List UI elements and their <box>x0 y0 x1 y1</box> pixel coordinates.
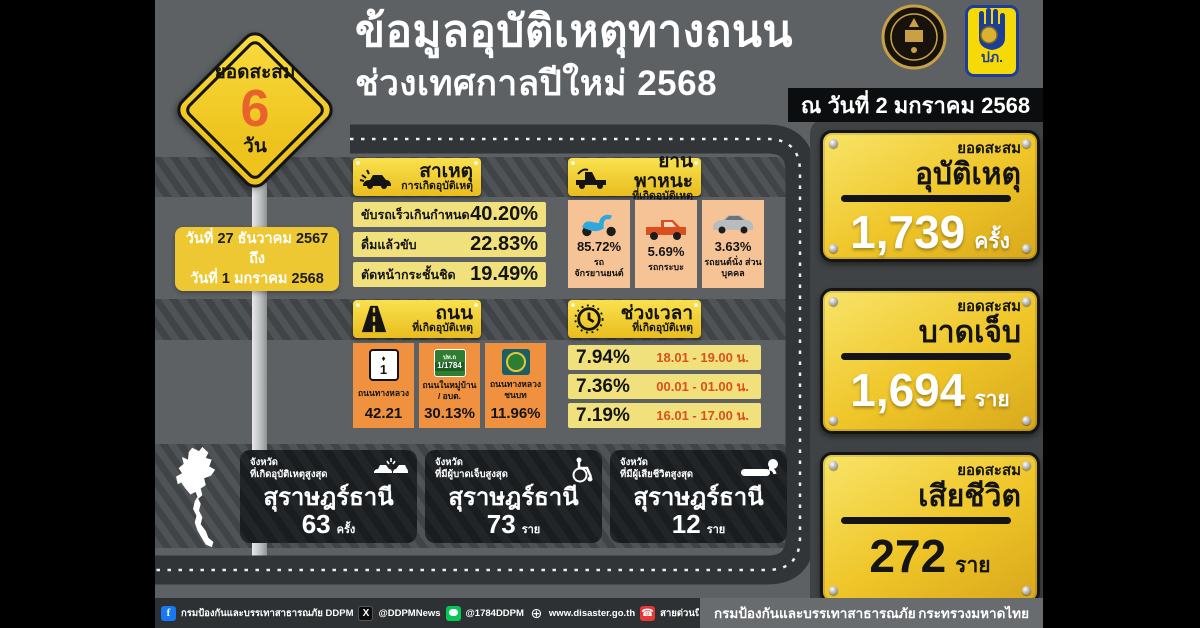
road-card: ♦ 1 ถนนทางหลวง 42.21 <box>353 343 414 428</box>
hand-icon <box>979 8 1005 50</box>
roads-subtitle: ที่เกิดอุบัติเหตุ <box>412 322 473 335</box>
causes-subtitle: การเกิดอุบัติเหตุ <box>401 180 473 193</box>
cause-row: ดื่มแล้วขับ 22.83% <box>353 232 546 257</box>
x-icon: X <box>358 605 374 621</box>
road-icon <box>361 305 387 333</box>
facebook-handle: กรมป้องกันและบรรเทาสาธารณภัย DDPM <box>181 607 354 619</box>
casualty-icon <box>739 457 779 484</box>
motorcycle-icon <box>582 214 616 236</box>
total-accidents-value: 1,739 <box>850 206 966 259</box>
ministry-name: กระทรวงมหาดไทย <box>918 606 1029 621</box>
tow-truck-icon <box>576 168 606 189</box>
cause-row: ขับรถเร็วเกินกำหนด 40.20% <box>353 202 546 227</box>
time-row: 7.36% 00.01 - 01.00 น. <box>568 374 761 399</box>
hotline-number: สายด่วนนิรภัย 1784 <box>660 607 699 619</box>
footer-social-row: f กรมป้องกันและบรรเทาสาธารณภัย DDPM X @D… <box>161 598 699 628</box>
vehicle-card: 3.63% รถยนต์นั่ง ส่วนบุคคล <box>702 200 764 288</box>
time-subtitle: ที่เกิดอุบัติเหตุ <box>632 322 693 335</box>
agency-name: กรมป้องกันและบรรเทาสาธารณภัย <box>714 606 916 621</box>
sign-label: ยอดสะสม <box>214 61 296 83</box>
crash-car-icon <box>359 169 391 189</box>
village-road-sign-icon: ปท.ถ 1/1784 <box>433 349 466 377</box>
as-of-date-badge: ณ วันที่ 2 มกราคม 2568 <box>788 88 1043 122</box>
vehicles-header: ยานพาหนะ ที่เกิดอุบัติเหตุ <box>568 151 701 202</box>
thailand-map <box>157 446 241 553</box>
date-range-line1: วันที่ 27 ธันวาคม 2567 <box>185 230 329 247</box>
pickup-truck-icon <box>646 220 686 241</box>
time-title: ช่วงเวลา <box>620 302 693 324</box>
phone-icon: ☎ <box>640 605 656 621</box>
ddpm-logo: ปภ. <box>965 5 1019 77</box>
total-accidents-plate: ยอดสะสม อุบัติเหตุ 1,739 ครั้ง <box>820 130 1040 262</box>
clock-icon <box>574 304 604 334</box>
ddpm-logo-label: ปภ. <box>980 49 1003 65</box>
time-row: 7.94% 18.01 - 19.00 น. <box>568 345 761 370</box>
vehicle-card: 85.72% รถจักรยานยนต์ <box>568 200 630 288</box>
road-card: ถนนทางหลวงชนบท 11.96% <box>485 343 546 428</box>
sign-days-unit: วัน <box>243 135 267 157</box>
province-panel-deaths: จังหวัด ที่มีผู้เสียชีวิตสูงสุด สุราษฎร์… <box>610 450 787 543</box>
road-card: ปท.ถ 1/1784 ถนนในหมู่บ้าน / อบต. 30.13% <box>419 343 480 428</box>
page-title: ข้อมูลอุบัติเหตุทางถนน <box>355 7 794 56</box>
date-range-line2: วันที่ 1 มกราคม 2568 <box>190 271 324 288</box>
total-deaths-plate: ยอดสะสม เสียชีวิต 272 ราย <box>820 452 1040 604</box>
website-url: www.disaster.go.th <box>548 607 636 619</box>
sedan-icon <box>713 214 753 234</box>
content-stage: ข้อมูลอุบัติเหตุทางถนน ช่วงเทศกาลปีใหม่ … <box>155 0 1043 628</box>
causes-header: สาเหตุ การเกิดอุบัติเหตุ <box>353 158 481 196</box>
date-range-box: วันที่ 27 ธันวาคม 2567 ถึง วันที่ 1 มกรา… <box>175 227 339 291</box>
roads-header: ถนน ที่เกิดอุบัติเหตุ <box>353 300 481 338</box>
province-panel-injuries: จังหวัด ที่มีผู้บาดเจ็บสูงสุด สุราษฎร์ธา… <box>425 450 602 543</box>
facebook-icon: f <box>161 605 176 621</box>
vehicles-title: ยานพาหนะ <box>634 150 693 192</box>
time-header: ช่วงเวลา ที่เกิดอุบัติเหตุ <box>568 300 701 338</box>
rural-road-sign-icon <box>501 349 530 375</box>
sign-days-value: 6 <box>240 80 270 139</box>
highway-sign-icon: ♦ 1 <box>368 349 399 381</box>
total-injuries-value: 1,694 <box>850 364 966 417</box>
cause-row: ตัดหน้ากระชั้นชิด 19.49% <box>353 262 546 287</box>
line-handle: @1784DDPM <box>465 607 524 619</box>
roads-title: ถนน <box>435 302 473 324</box>
causes-title: สาเหตุ <box>419 160 473 182</box>
time-row: 7.19% 16.01 - 17.00 น. <box>568 403 761 428</box>
date-range-connector: ถึง <box>249 250 265 267</box>
total-deaths-value: 272 <box>869 530 947 583</box>
page-subtitle: ช่วงเทศกาลปีใหม่ 2568 <box>355 64 718 103</box>
total-injuries-plate: ยอดสะสม บาดเจ็บ 1,694 ราย <box>820 288 1040 434</box>
line-icon <box>445 605 461 621</box>
province-panel-accidents: จังหวัด ที่เกิดอุบัติเหตุสูงสุด สุราษฎร์… <box>240 450 417 543</box>
wheelchair-icon <box>570 457 594 488</box>
footer-agency-row: กรมป้องกันและบรรเทาสาธารณภัย กระทรวงมหาด… <box>700 598 1043 628</box>
vehicle-card: 5.69% รถกระบะ <box>635 200 697 288</box>
globe-icon: ⊕ <box>530 605 543 621</box>
footer-bar: f กรมป้องกันและบรรเทาสาธารณภัย DDPM X @D… <box>155 598 1043 628</box>
cumulative-days-sign: ยอดสะสม 6 วัน <box>169 24 341 196</box>
x-handle: @DDPMNews <box>378 607 441 619</box>
car-crash-icon <box>373 457 409 482</box>
road-safety-center-emblem <box>881 4 947 70</box>
